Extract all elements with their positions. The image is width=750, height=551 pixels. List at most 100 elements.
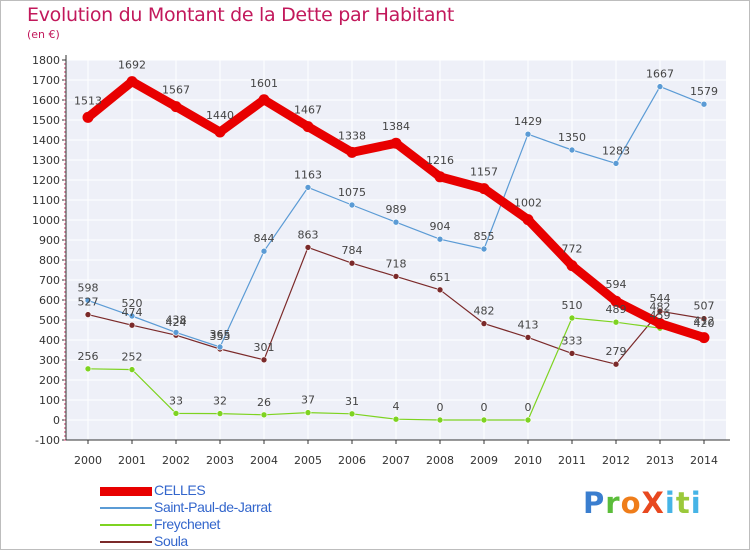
data-label: 1216 — [426, 154, 454, 167]
data-point — [392, 415, 400, 423]
data-point — [480, 245, 488, 253]
data-point — [524, 416, 532, 424]
data-label: 301 — [254, 341, 275, 354]
data-point — [346, 146, 358, 158]
data-label: 256 — [78, 350, 99, 363]
legend-label: Soula — [154, 533, 188, 549]
data-label: 333 — [562, 334, 583, 347]
data-label: 718 — [386, 257, 407, 270]
data-label: 651 — [430, 271, 451, 284]
data-label: 424 — [166, 316, 187, 329]
data-label: 989 — [386, 203, 407, 216]
data-point — [568, 146, 576, 154]
data-point — [84, 311, 92, 318]
x-tick-label: 2000 — [74, 454, 102, 467]
legend-swatch — [100, 507, 152, 509]
data-label: 507 — [694, 300, 715, 313]
data-label: 1338 — [338, 129, 366, 142]
data-point — [522, 214, 534, 226]
y-tick-label: 1700 — [32, 74, 60, 87]
legend-label: Freychenet — [154, 516, 221, 532]
data-point — [170, 101, 182, 113]
data-label: 412 — [694, 315, 715, 328]
x-tick-label: 2014 — [690, 454, 718, 467]
data-label: 0 — [525, 401, 532, 414]
data-label: 0 — [481, 401, 488, 414]
data-label: 1163 — [294, 168, 322, 181]
data-label: 1002 — [514, 197, 542, 210]
data-label: 252 — [122, 351, 143, 364]
data-point — [436, 286, 444, 294]
legend-swatch — [100, 524, 152, 526]
x-tick-label: 2013 — [646, 454, 674, 467]
data-label: 365 — [210, 328, 231, 341]
data-point — [698, 332, 710, 344]
data-label: 772 — [562, 243, 583, 256]
data-point — [480, 320, 488, 327]
data-point — [172, 410, 180, 417]
data-label: 279 — [606, 345, 627, 358]
data-label: 482 — [474, 305, 495, 318]
legend-label: CELLES — [154, 482, 206, 498]
y-tick-label: 1300 — [32, 154, 60, 167]
data-label: 1601 — [250, 77, 278, 90]
data-label: 1440 — [206, 109, 234, 122]
data-point — [128, 321, 136, 329]
data-point — [566, 260, 578, 272]
data-label: 26 — [257, 396, 271, 409]
data-point — [656, 83, 664, 90]
data-label: 438 — [166, 313, 187, 326]
data-point — [700, 100, 708, 108]
data-label: 489 — [606, 303, 627, 316]
x-tick-label: 2001 — [118, 454, 146, 467]
data-label: 0 — [437, 401, 444, 414]
data-point — [128, 312, 136, 320]
data-label: 4 — [393, 400, 400, 413]
data-point — [392, 218, 400, 226]
data-point — [304, 184, 312, 191]
data-label: 904 — [430, 220, 451, 233]
data-point — [524, 130, 532, 138]
data-point — [82, 111, 94, 123]
data-point — [524, 334, 532, 341]
proxiti-logo: ProXiti — [583, 486, 702, 520]
data-point — [126, 76, 138, 88]
x-tick-label: 2012 — [602, 454, 630, 467]
data-label: 1075 — [338, 186, 366, 199]
y-tick-label: 1500 — [32, 114, 60, 127]
data-label: 413 — [518, 318, 539, 331]
y-tick-label: -100 — [35, 434, 60, 447]
y-tick-label: 1600 — [32, 94, 60, 107]
x-tick-label: 2006 — [338, 454, 366, 467]
data-label: 598 — [78, 281, 99, 294]
data-point — [568, 314, 576, 322]
data-point — [390, 137, 402, 149]
y-tick-label: 1100 — [32, 194, 60, 207]
legend-swatch — [100, 487, 152, 496]
x-tick-label: 2003 — [206, 454, 234, 467]
data-point — [128, 366, 136, 373]
data-label: 784 — [342, 244, 363, 257]
data-point — [348, 259, 356, 267]
data-label: 1467 — [294, 104, 322, 117]
data-label: 32 — [213, 395, 227, 408]
data-label: 1429 — [514, 115, 542, 128]
data-point — [84, 297, 92, 304]
x-tick-label: 2009 — [470, 454, 498, 467]
y-tick-label: 1800 — [32, 54, 60, 67]
legend-label: Saint-Paul-de-Jarrat — [154, 499, 272, 515]
data-point — [392, 273, 400, 280]
data-label: 1579 — [690, 85, 718, 98]
x-tick-label: 2008 — [426, 454, 454, 467]
y-tick-label: 900 — [39, 234, 60, 247]
data-label: 31 — [345, 395, 359, 408]
x-tick-label: 2004 — [250, 454, 278, 467]
data-label: 510 — [562, 299, 583, 312]
x-tick-label: 2007 — [382, 454, 410, 467]
data-point — [436, 235, 444, 243]
data-label: 1513 — [74, 94, 102, 107]
data-point — [480, 416, 488, 424]
data-label: 855 — [474, 230, 495, 243]
y-tick-label: 1000 — [32, 214, 60, 227]
data-point — [260, 356, 268, 364]
